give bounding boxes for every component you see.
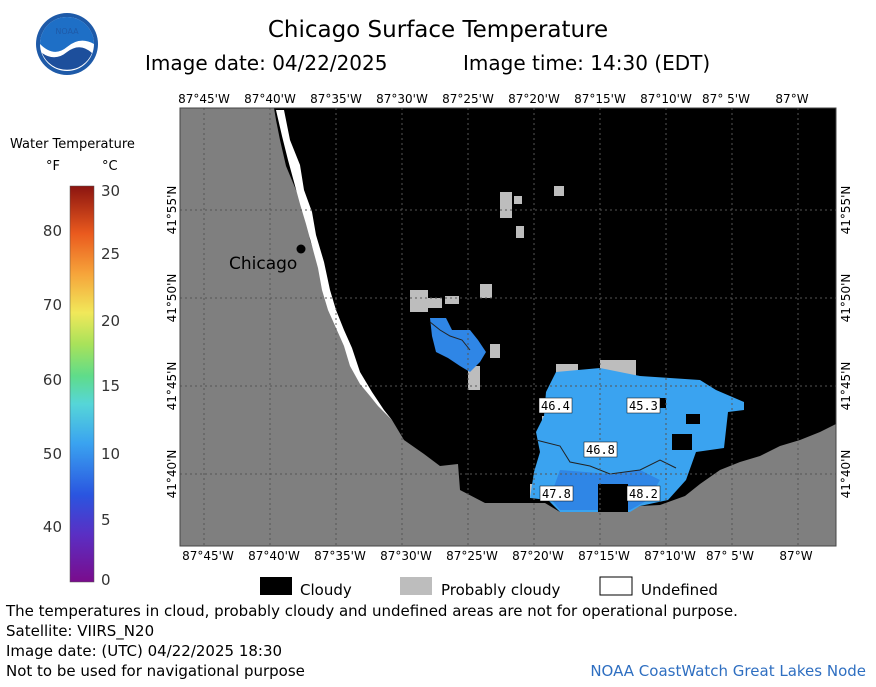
right-latitude-labels: 41°55'N 41°50'N 41°45'N 41°40'N bbox=[839, 186, 853, 499]
key-label-undefined: Undefined bbox=[641, 581, 718, 599]
image-time: Image time: 14:30 (EDT) bbox=[463, 51, 711, 75]
lon-label: 87°20'W bbox=[512, 549, 564, 563]
c-tick: 0 bbox=[101, 571, 111, 589]
navigation-note: Not to be used for navigational purpose bbox=[6, 662, 305, 680]
lat-label: 41°55'N bbox=[165, 186, 179, 235]
temperature-labels: 46.4 45.3 46.8 47.8 48.2 bbox=[538, 397, 661, 502]
chicago-marker bbox=[296, 244, 306, 254]
legend-unit-f: °F bbox=[46, 159, 60, 174]
c-tick: 10 bbox=[101, 445, 120, 463]
legend-unit-c: °C bbox=[102, 159, 118, 174]
lon-label: 87°30'W bbox=[380, 549, 432, 563]
c-tick: 20 bbox=[101, 312, 120, 330]
temp-label: 47.8 bbox=[542, 487, 571, 501]
lon-label: 87°30'W bbox=[376, 92, 428, 106]
lon-label: 87°45'W bbox=[182, 549, 234, 563]
lat-label: 41°55'N bbox=[839, 186, 853, 235]
image-date: Image date: 04/22/2025 bbox=[145, 51, 388, 75]
cloud-holes bbox=[598, 398, 700, 512]
lon-label: 87°45'W bbox=[178, 92, 230, 106]
key-swatch-undefined bbox=[599, 576, 633, 596]
f-tick: 80 bbox=[43, 222, 62, 240]
lon-label: 87°15'W bbox=[578, 549, 630, 563]
lon-label: 87° 5'W bbox=[706, 549, 754, 563]
temp-label: 45.3 bbox=[629, 399, 658, 413]
credit-link[interactable]: NOAA CoastWatch Great Lakes Node bbox=[590, 662, 866, 680]
key-swatch-cloudy bbox=[260, 577, 292, 595]
lat-label: 41°45'N bbox=[165, 362, 179, 411]
lat-label: 41°40'N bbox=[165, 450, 179, 499]
key-swatch-probably-cloudy bbox=[400, 577, 432, 595]
lat-label: 41°50'N bbox=[839, 274, 853, 323]
lon-label: 87°40'W bbox=[248, 549, 300, 563]
legend-c-ticks: 30 25 20 15 10 5 0 bbox=[101, 182, 120, 589]
lon-label: 87°15'W bbox=[574, 92, 626, 106]
lat-label: 41°45'N bbox=[839, 362, 853, 411]
lon-label: 87°20'W bbox=[508, 92, 560, 106]
lon-label: 87°40'W bbox=[244, 92, 296, 106]
utc-date-text: Image date: (UTC) 04/22/2025 18:30 bbox=[6, 642, 283, 660]
lon-label: 87°25'W bbox=[442, 92, 494, 106]
f-tick: 70 bbox=[43, 296, 62, 314]
page-title: Chicago Surface Temperature bbox=[267, 17, 609, 43]
map-frame bbox=[179, 107, 837, 547]
lon-label: 87°W bbox=[775, 92, 808, 106]
lon-label: 87°10'W bbox=[640, 92, 692, 106]
noaa-logo: NOAA bbox=[36, 13, 98, 75]
disclaimer-text: The temperatures in cloud, probably clou… bbox=[6, 602, 738, 620]
key-label-cloudy: Cloudy bbox=[300, 581, 352, 599]
city-label: Chicago bbox=[229, 254, 297, 274]
f-tick: 50 bbox=[43, 445, 62, 463]
isotherm-contour-north bbox=[429, 321, 471, 351]
lat-label: 41°40'N bbox=[839, 450, 853, 499]
color-scale-bar bbox=[69, 185, 95, 583]
undefined-coastline bbox=[276, 110, 392, 420]
map-key: Cloudy Probably cloudy Undefined bbox=[260, 576, 718, 599]
top-longitude-labels: 87°45'W 87°40'W 87°35'W 87°30'W 87°25'W … bbox=[178, 92, 809, 106]
c-tick: 25 bbox=[101, 245, 120, 263]
temp-label: 46.4 bbox=[541, 399, 570, 413]
f-tick: 60 bbox=[43, 371, 62, 389]
legend-title: Water Temperature bbox=[10, 137, 135, 152]
noaa-logo-text: NOAA bbox=[55, 27, 79, 36]
satellite-text: Satellite: VIIRS_N20 bbox=[6, 622, 155, 640]
c-tick: 15 bbox=[101, 377, 120, 395]
isotherm-contour bbox=[535, 439, 677, 475]
temp-label: 48.2 bbox=[629, 487, 658, 501]
lon-label: 87°25'W bbox=[446, 549, 498, 563]
c-tick: 5 bbox=[101, 511, 111, 529]
lon-label: 87° 5'W bbox=[702, 92, 750, 106]
lon-label: 87°35'W bbox=[314, 549, 366, 563]
lat-label: 41°50'N bbox=[165, 274, 179, 323]
lon-label: 87°10'W bbox=[644, 549, 696, 563]
graticule bbox=[180, 108, 836, 546]
bottom-longitude-labels: 87°45'W 87°40'W 87°35'W 87°30'W 87°25'W … bbox=[182, 549, 813, 563]
lon-label: 87°35'W bbox=[310, 92, 362, 106]
temp-label: 46.8 bbox=[586, 443, 615, 457]
key-label-probably-cloudy: Probably cloudy bbox=[441, 581, 560, 599]
left-latitude-labels: 41°55'N 41°50'N 41°45'N 41°40'N bbox=[165, 186, 179, 499]
legend-f-ticks: 80 70 60 50 40 bbox=[43, 222, 62, 536]
f-tick: 40 bbox=[43, 518, 62, 536]
c-tick: 30 bbox=[101, 182, 120, 200]
lon-label: 87°W bbox=[779, 549, 812, 563]
